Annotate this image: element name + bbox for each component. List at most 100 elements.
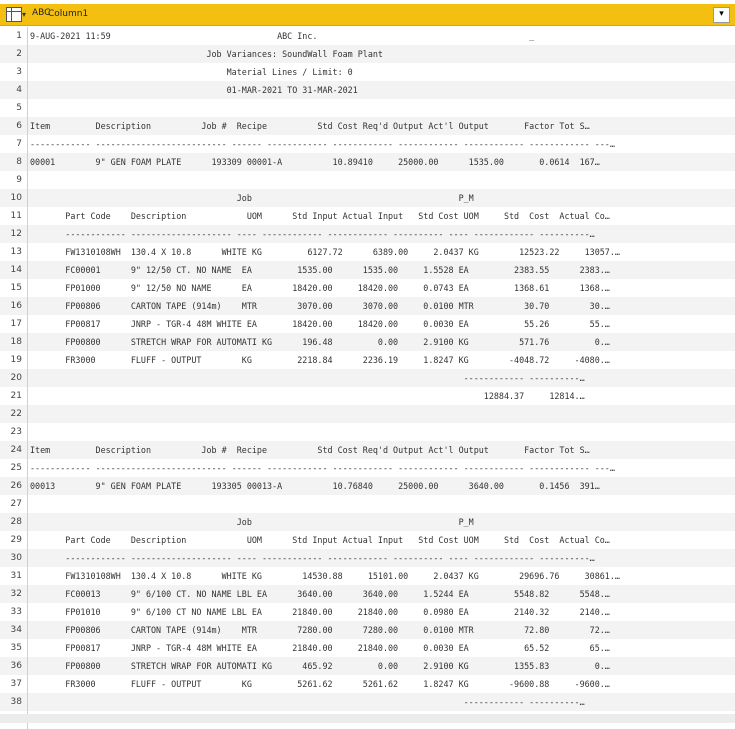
table-row[interactable]: 11 Part Code Description UOM Std Input A…	[0, 207, 735, 225]
column1-cell[interactable]: ------------ -------------------------- …	[30, 139, 615, 149]
column1-cell[interactable]: Item Description Job # Recipe Std Cost R…	[30, 121, 590, 131]
column1-cell[interactable]: Job P_M	[30, 517, 474, 527]
column1-cell[interactable]: 12884.37 12814.…	[30, 391, 585, 401]
row-number[interactable]: 21	[10, 391, 22, 401]
table-row[interactable]: 20 ------------ ----------…	[0, 369, 735, 387]
table-row[interactable]: 15 FP01000 9" 12/50 NO NAME EA 18420.00 …	[0, 279, 735, 297]
column1-cell[interactable]: Job P_M	[30, 193, 474, 203]
table-row[interactable]: 10 Job P_M	[0, 189, 735, 207]
table-row[interactable]: 37 FR3000 FLUFF - OUTPUT KG 5261.62 5261…	[0, 675, 735, 693]
column1-cell[interactable]: FP01010 9" 6/100 CT NO NAME LBL EA 21840…	[30, 607, 610, 617]
text-type-icon[interactable]: ABC	[32, 8, 51, 18]
column1-cell[interactable]: ------------ -------------------- ---- -…	[30, 553, 595, 563]
column1-cell[interactable]: FC00001 9" 12/50 CT. NO NAME EA 1535.00 …	[30, 265, 610, 275]
row-number[interactable]: 7	[16, 139, 22, 149]
column1-cell[interactable]: FP00800 STRETCH WRAP FOR AUTOMATI KG 196…	[30, 337, 610, 347]
table-row[interactable]: 24 Item Description Job # Recipe Std Cost…	[0, 441, 735, 459]
column1-cell[interactable]	[30, 495, 730, 513]
table-row[interactable]: 12 ------------ -------------------- ---…	[0, 225, 735, 243]
column1-cell[interactable]: FP00817 JNRP - TGR-4 48M WHITE EA 18420.…	[30, 319, 610, 329]
row-number[interactable]: 3	[16, 67, 22, 77]
chevron-down-icon[interactable]: ▾	[22, 10, 27, 19]
column1-cell[interactable]: FP00806 CARTON TAPE (914m) MTR 3070.00 3…	[30, 301, 610, 311]
table-row[interactable]: 30 ------------ -------------------- ---…	[0, 549, 735, 567]
row-number[interactable]: 31	[10, 571, 22, 581]
column1-cell[interactable]: FP00817 JNRP - TGR-4 48M WHITE EA 21840.…	[30, 643, 610, 653]
table-row[interactable]: 4 01-MAR-2021 TO 31-MAR-2021	[0, 81, 735, 99]
row-number[interactable]: 36	[10, 661, 22, 671]
table-row[interactable]: 17 FP00817 JNRP - TGR-4 48M WHITE EA 184…	[0, 315, 735, 333]
row-number[interactable]: 33	[10, 607, 22, 617]
row-number[interactable]: 5	[16, 103, 22, 113]
table-row[interactable]: 28 Job P_M	[0, 513, 735, 531]
column1-cell[interactable]: FW1310108WH 130.4 X 10.8 WHITE KG 6127.7…	[30, 247, 620, 257]
row-number[interactable]: 27	[10, 499, 22, 509]
table-row[interactable]: 16 FP00806 CARTON TAPE (914m) MTR 3070.0…	[0, 297, 735, 315]
column1-cell[interactable]: FP00806 CARTON TAPE (914m) MTR 7280.00 7…	[30, 625, 610, 635]
table-row[interactable]: 36 FP00800 STRETCH WRAP FOR AUTOMATI KG …	[0, 657, 735, 675]
column1-cell[interactable]	[30, 405, 730, 423]
table-row[interactable]: 6 Item Description Job # Recipe Std Cost …	[0, 117, 735, 135]
table-row[interactable]: 29 Part Code Description UOM Std Input A…	[0, 531, 735, 549]
table-row[interactable]: 22	[0, 405, 735, 423]
column1-cell[interactable]: FP00800 STRETCH WRAP FOR AUTOMATI KG 465…	[30, 661, 610, 671]
table-row[interactable]: 3 Material Lines / Limit: 0	[0, 63, 735, 81]
table-row[interactable]: 35 FP00817 JNRP - TGR-4 48M WHITE EA 218…	[0, 639, 735, 657]
row-number[interactable]: 30	[10, 553, 22, 563]
column1-cell[interactable]: ------------ -------------------- ---- -…	[30, 229, 595, 239]
column1-cell[interactable]	[30, 423, 730, 441]
table-row[interactable]: 32 FC00013 9" 6/100 CT. NO NAME LBL EA 3…	[0, 585, 735, 603]
row-number[interactable]: 15	[10, 283, 22, 293]
column1-cell[interactable]: FC00013 9" 6/100 CT. NO NAME LBL EA 3640…	[30, 589, 610, 599]
row-number[interactable]: 34	[10, 625, 22, 635]
table-row[interactable]: 31 FW1310108WH 130.4 X 10.8 WHITE KG 145…	[0, 567, 735, 585]
column1-cell[interactable]: FR3000 FLUFF - OUTPUT KG 5261.62 5261.62…	[30, 679, 610, 689]
row-number[interactable]: 1	[16, 31, 22, 41]
table-row[interactable]: 18 FP00800 STRETCH WRAP FOR AUTOMATI KG …	[0, 333, 735, 351]
column-header[interactable]: ▾ ABC Column1 ▾	[0, 4, 735, 26]
column1-cell[interactable]: FR3000 FLUFF - OUTPUT KG 2218.84 2236.19…	[30, 355, 610, 365]
column1-cell[interactable]: 00013 9" GEN FOAM PLATE 193305 00013-A 1…	[30, 481, 600, 491]
row-number[interactable]: 18	[10, 337, 22, 347]
table-row[interactable]: 9	[0, 171, 735, 189]
row-number[interactable]: 23	[10, 427, 22, 437]
row-number[interactable]: 2	[16, 49, 22, 59]
column1-cell[interactable]: Job Variances: SoundWall Foam Plant	[30, 49, 383, 59]
table-row[interactable]: 19 FR3000 FLUFF - OUTPUT KG 2218.84 2236…	[0, 351, 735, 369]
table-row[interactable]: 34 FP00806 CARTON TAPE (914m) MTR 7280.0…	[0, 621, 735, 639]
column1-cell[interactable]: ------------ ----------…	[30, 697, 585, 707]
column1-cell[interactable]: FP01000 9" 12/50 NO NAME EA 18420.00 184…	[30, 283, 610, 293]
table-icon[interactable]	[6, 7, 22, 22]
table-row[interactable]: 13 FW1310108WH 130.4 X 10.8 WHITE KG 612…	[0, 243, 735, 261]
row-number[interactable]: 14	[10, 265, 22, 275]
row-number[interactable]: 19	[10, 355, 22, 365]
filter-dropdown-button[interactable]: ▾	[713, 7, 730, 23]
row-number[interactable]: 35	[10, 643, 22, 653]
column1-cell[interactable]: 00001 9" GEN FOAM PLATE 193309 00001-A 1…	[30, 157, 600, 167]
row-number[interactable]: 12	[10, 229, 22, 239]
table-row[interactable]: 21 12884.37 12814.…	[0, 387, 735, 405]
column1-cell[interactable]	[30, 99, 730, 117]
column-name[interactable]: Column1	[48, 9, 89, 19]
row-number[interactable]: 11	[10, 211, 22, 221]
row-number[interactable]: 28	[10, 517, 22, 527]
row-number[interactable]: 9	[16, 175, 22, 185]
column1-cell[interactable]: Item Description Job # Recipe Std Cost R…	[30, 445, 590, 455]
table-row[interactable]: 27	[0, 495, 735, 513]
row-number[interactable]: 8	[16, 157, 22, 167]
table-row[interactable]: 5	[0, 99, 735, 117]
column1-cell[interactable]: Material Lines / Limit: 0	[30, 67, 353, 77]
column1-cell[interactable]: Part Code Description UOM Std Input Actu…	[30, 535, 610, 545]
row-number[interactable]: 6	[16, 121, 22, 131]
column1-cell[interactable]: 9-AUG-2021 11:59 ABC Inc. _	[30, 31, 535, 41]
table-row[interactable]: 14 FC00001 9" 12/50 CT. NO NAME EA 1535.…	[0, 261, 735, 279]
table-row[interactable]: 2 Job Variances: SoundWall Foam Plant	[0, 45, 735, 63]
row-number[interactable]: 22	[10, 409, 22, 419]
row-number[interactable]: 38	[10, 697, 22, 707]
row-number[interactable]: 10	[10, 193, 22, 203]
row-number[interactable]: 32	[10, 589, 22, 599]
row-number[interactable]: 20	[10, 373, 22, 383]
column1-cell[interactable]: FW1310108WH 130.4 X 10.8 WHITE KG 14530.…	[30, 571, 620, 581]
row-number[interactable]: 29	[10, 535, 22, 545]
column1-cell[interactable]: Part Code Description UOM Std Input Actu…	[30, 211, 610, 221]
